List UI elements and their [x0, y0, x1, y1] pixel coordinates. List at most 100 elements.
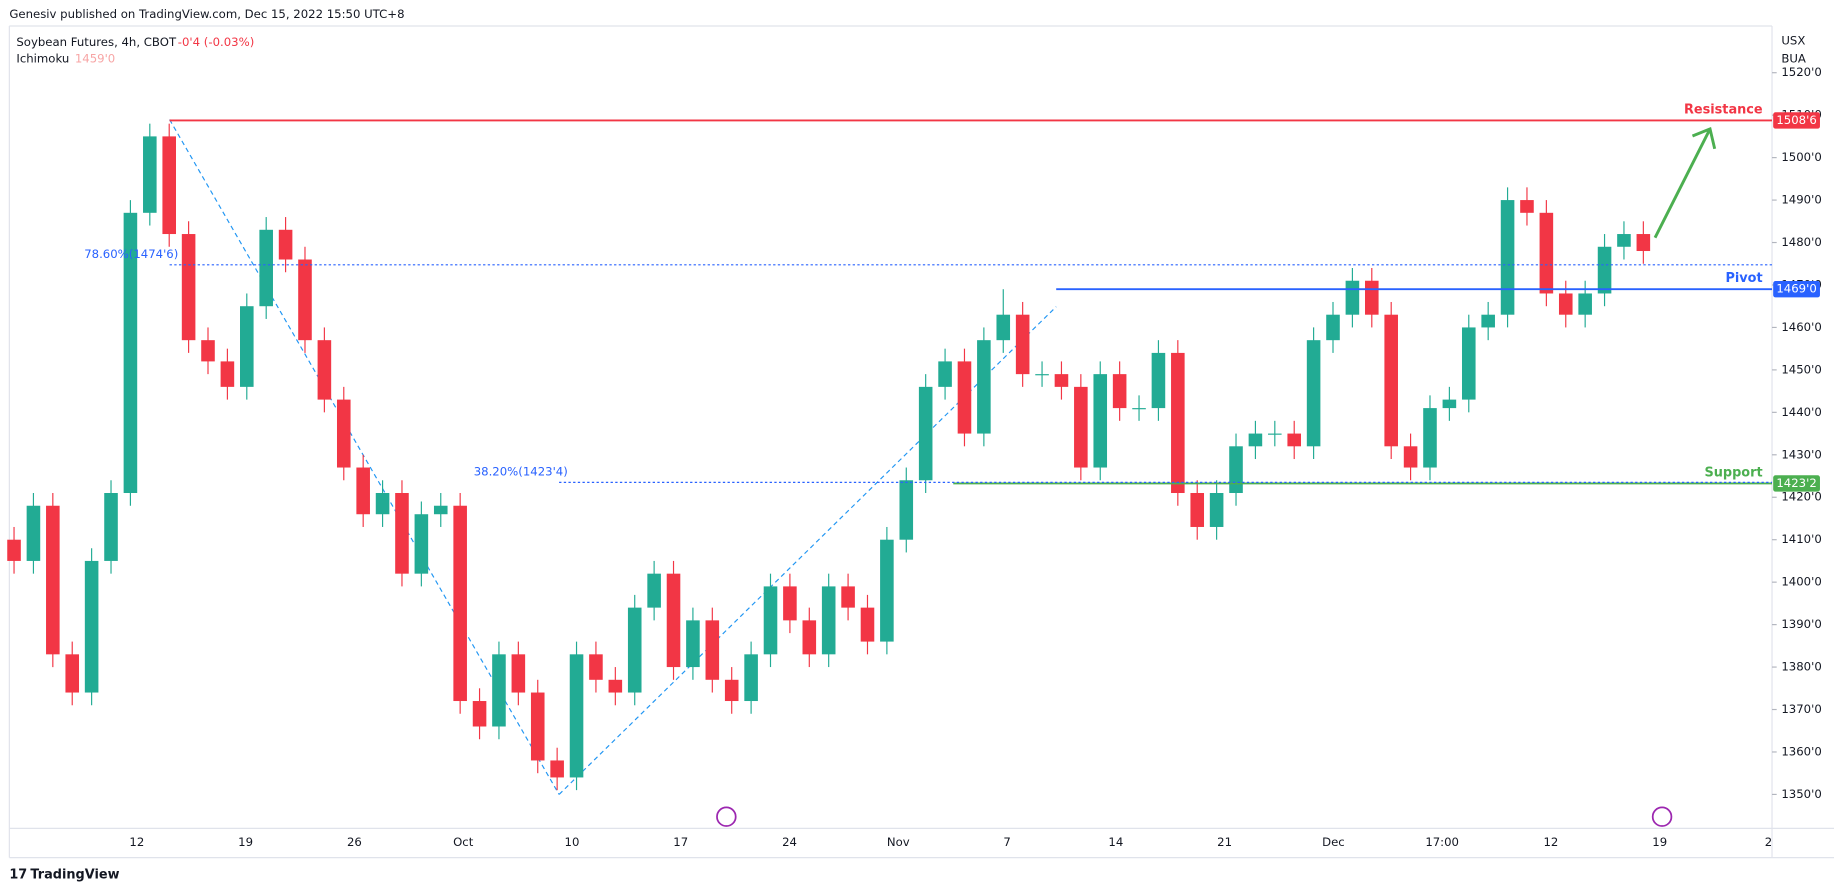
candle-body: [627, 607, 642, 693]
x-tick-label: 10: [565, 835, 580, 849]
y-tick-label: 1400'0: [1781, 575, 1821, 589]
candle-body: [453, 505, 467, 702]
candle-body: [1617, 234, 1631, 247]
y-tick-label: 1420'0: [1781, 490, 1821, 504]
change: -0'4 (-0.03%): [178, 35, 254, 49]
fib-trend: [558, 306, 1057, 795]
candle-body: [317, 340, 332, 400]
candle-body: [744, 654, 758, 702]
candle-body: [1539, 212, 1554, 294]
candle-body: [1132, 408, 1146, 410]
candle-body: [1403, 446, 1418, 468]
candle-body: [1384, 314, 1398, 447]
footer-logo: TradingView: [30, 868, 119, 883]
candle-body: [1636, 234, 1651, 252]
candle-body: [511, 654, 526, 693]
x-tick-label: 14: [1108, 835, 1123, 849]
y-tick-label: 1520'0: [1781, 65, 1821, 79]
y-tick-label: 1430'0: [1781, 447, 1821, 461]
candle-body: [589, 654, 603, 680]
candle-body: [1268, 433, 1282, 435]
y-tick-label: 1500'0: [1781, 150, 1821, 164]
candle-body: [84, 560, 99, 693]
candle-body: [666, 573, 681, 668]
candle-body: [1209, 493, 1224, 527]
candle-body: [1248, 433, 1263, 447]
fib-label: 38.20%(1423'4): [474, 464, 568, 478]
y-tick-label: 1490'0: [1781, 193, 1821, 207]
candle-body: [1326, 314, 1340, 341]
candle-body: [821, 586, 836, 655]
indicator-value: 1459'0: [75, 51, 115, 65]
candle-body: [1054, 374, 1069, 387]
candle-body: [1500, 200, 1515, 315]
candle-body: [1015, 314, 1030, 375]
chart-title: Soybean Futures, 4h, CBOT: [16, 35, 177, 49]
x-tick-label: 19: [238, 835, 253, 849]
candle-body: [1074, 386, 1088, 468]
candle-body: [1345, 280, 1360, 315]
candle-body: [1306, 340, 1321, 447]
x-tick-label: 2: [1765, 835, 1772, 849]
candle-body: [414, 514, 429, 574]
candle-body: [1112, 374, 1127, 409]
x-tick-label: Oct: [453, 835, 474, 849]
candle-body: [278, 229, 293, 260]
candle-body: [1171, 352, 1185, 494]
level-name: Pivot: [1725, 271, 1762, 286]
candle-body: [957, 361, 972, 434]
candle-body: [860, 607, 875, 642]
candle-body: [492, 654, 506, 727]
x-tick-label: 17: [673, 835, 688, 849]
y-tick-label: 1440'0: [1781, 405, 1821, 419]
y-tick-label: 1460'0: [1781, 320, 1821, 334]
level-label: 1423'2: [1776, 476, 1816, 490]
candle-body: [1461, 327, 1476, 400]
candle-body: [433, 505, 448, 515]
candle-body: [880, 539, 894, 642]
candle-body: [1190, 493, 1205, 527]
candle-body: [1151, 352, 1166, 409]
candle-body: [530, 692, 545, 761]
x-tick-label: 26: [347, 835, 362, 849]
y-tick-label: 1410'0: [1781, 532, 1821, 546]
candle-body: [1558, 293, 1573, 315]
unit: BUA: [1781, 51, 1806, 65]
y-tick-label: 1390'0: [1781, 617, 1821, 631]
x-tick-label: 17:00: [1425, 835, 1459, 849]
x-tick-label: 12: [1544, 835, 1559, 849]
candle-body: [220, 361, 235, 387]
candle-body: [375, 493, 390, 515]
candle-body: [336, 399, 351, 468]
candle-body: [1597, 246, 1612, 294]
candle-body: [298, 259, 312, 341]
candle-body: [26, 505, 41, 561]
x-tick-label: Nov: [887, 835, 910, 849]
candle-body: [1365, 280, 1379, 315]
candle-body: [996, 314, 1011, 341]
candle-body: [724, 679, 739, 702]
x-tick-label: 24: [782, 835, 797, 849]
y-tick-label: 1380'0: [1781, 660, 1821, 674]
indicator: Ichimoku: [16, 51, 69, 65]
candle-body: [123, 212, 138, 494]
y-tick-label: 1370'0: [1781, 702, 1821, 716]
candle-body: [569, 654, 584, 778]
level-label: 1469'0: [1776, 282, 1816, 296]
fib-label: 78.60%(1474'6): [84, 247, 178, 261]
arrow: [1653, 126, 1717, 239]
candle-body: [1578, 293, 1592, 315]
candle-body: [259, 229, 273, 307]
candle-body: [763, 586, 778, 655]
level-badge: [1773, 281, 1820, 298]
candle-body: [143, 136, 157, 213]
candle-body: [1442, 399, 1457, 409]
candle-body: [7, 539, 21, 561]
candle-body: [1423, 408, 1437, 468]
candle-body: [705, 620, 720, 680]
footer-mark: 17: [9, 868, 27, 883]
event-icon: [1651, 806, 1673, 827]
event-icon: [716, 806, 737, 827]
candle-body: [46, 505, 60, 655]
